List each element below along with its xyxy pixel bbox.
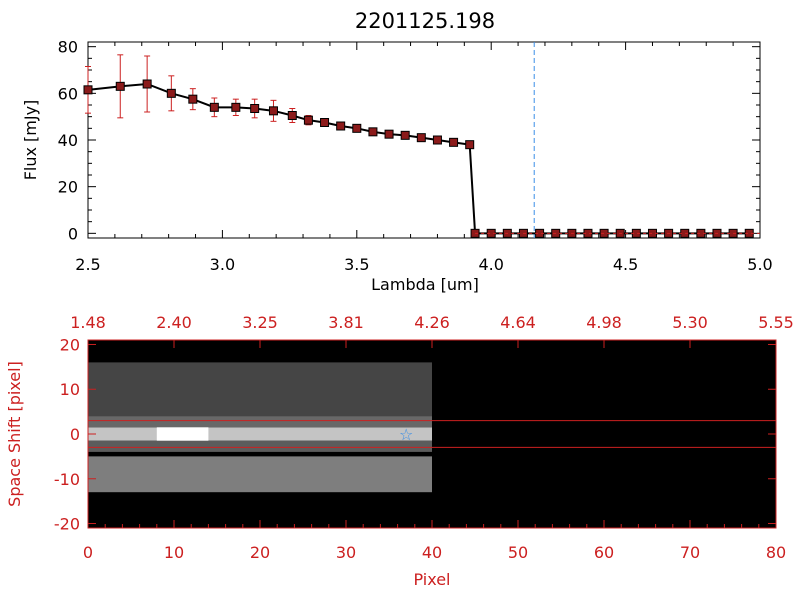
- shift-tick-label: 0: [70, 425, 80, 444]
- wavelength-top-tick-label: 5.30: [672, 313, 708, 332]
- shift-tick-label: 10: [60, 380, 80, 399]
- spectrum-ticks: 2.5 3.0 3.5 4.0 4.5 5.0 0 20 40 60 80: [58, 38, 773, 274]
- data-point: [303, 115, 313, 125]
- y-axis-label: Flux [mJy]: [21, 100, 40, 181]
- spectrum-points: [83, 79, 760, 238]
- data-point: [268, 106, 278, 116]
- data-point: [384, 129, 394, 139]
- image-band: [88, 456, 432, 493]
- data-point: [320, 118, 330, 127]
- wavelength-top-tick-label: 1.48: [70, 313, 106, 332]
- star-marker-icon: ☆: [399, 425, 413, 444]
- spectrum-errorbars: [85, 54, 473, 148]
- pixel-tick-label: 50: [508, 543, 528, 562]
- data-point: [115, 81, 125, 91]
- pixel-tick-label: 0: [83, 543, 93, 562]
- data-point: [352, 123, 362, 133]
- pixel-tick-label: 60: [594, 543, 614, 562]
- wavelength-top-tick-label: 3.81: [328, 313, 364, 332]
- image-bright-core: [156, 427, 209, 441]
- pixel-tick-label: 30: [336, 543, 356, 562]
- y-tick-label: 80: [58, 38, 78, 57]
- data-point: [449, 137, 459, 147]
- y-tick-label: 40: [58, 131, 78, 150]
- data-point: [166, 88, 176, 98]
- data-point: [287, 111, 297, 120]
- x-tick-label: 4.5: [613, 255, 638, 274]
- x-axis-label: Lambda [um]: [371, 275, 479, 294]
- image-band: [88, 427, 432, 441]
- wavelength-top-tick-label: 4.98: [586, 313, 622, 332]
- wavelength-top-tick-label: 3.25: [242, 313, 278, 332]
- y-tick-label: 0: [68, 224, 78, 243]
- data-point: [142, 79, 152, 89]
- pixel-tick-label: 80: [766, 543, 786, 562]
- data-point: [250, 104, 260, 113]
- shift-tick-label: -20: [54, 515, 80, 534]
- shift-tick-label: 20: [60, 335, 80, 354]
- wavelength-top-tick-label: 2.40: [156, 313, 192, 332]
- data-point: [83, 85, 93, 95]
- aperture-lines: [88, 420, 776, 448]
- chart-title: 2201125.198: [355, 9, 495, 33]
- wavelength-top-tick-label: 4.64: [500, 313, 536, 332]
- pixel-tick-label: 10: [164, 543, 184, 562]
- data-point: [416, 133, 426, 143]
- pixel-tick-label: 20: [250, 543, 270, 562]
- spectrum-series-line: [87, 82, 750, 235]
- image-band: [88, 440, 432, 452]
- data-point: [465, 140, 475, 150]
- data-point: [209, 102, 219, 112]
- image-band: [88, 416, 432, 428]
- shift-tick-label: -10: [54, 470, 80, 489]
- wavelength-top-tick-label: 5.55: [758, 313, 794, 332]
- data-point: [400, 130, 410, 140]
- spectrum-panel: 2201125.198 2.5 3.0 3.5 4.0 4.5 5.0020406080 …: [21, 9, 773, 294]
- image-panel: ☆ 0 10 20 30 40 50 60 70 80 1.48 2.40 3.25 3.81 4.26 4…: [5, 313, 794, 589]
- pixel-tick-label: 40: [422, 543, 442, 562]
- x-tick-label: 2.5: [75, 255, 100, 274]
- data-point: [368, 127, 378, 137]
- pixel-tick-label: 70: [680, 543, 700, 562]
- data-point: [188, 94, 198, 104]
- image-ticks: 0 10 20 30 40 50 60 70 80 1.48 2.40 3.25 3.81 4.26 4.6…: [54, 313, 794, 562]
- data-point: [432, 135, 442, 145]
- data-point: [231, 102, 241, 112]
- x-tick-label: 4.0: [478, 255, 503, 274]
- wavelength-top-tick-label: 4.26: [414, 313, 450, 332]
- y-tick-label: 60: [58, 84, 78, 103]
- x-tick-label: 5.0: [747, 255, 772, 274]
- x-tick-label: 3.5: [344, 255, 369, 274]
- data-point: [336, 121, 346, 131]
- image-bands: [88, 362, 432, 493]
- pixel-axis-label: Pixel: [413, 570, 450, 589]
- y-tick-label: 20: [58, 178, 78, 197]
- space-shift-axis-label: Space Shift [pixel]: [5, 361, 24, 507]
- x-tick-label: 3.0: [210, 255, 235, 274]
- image-band: [88, 362, 432, 417]
